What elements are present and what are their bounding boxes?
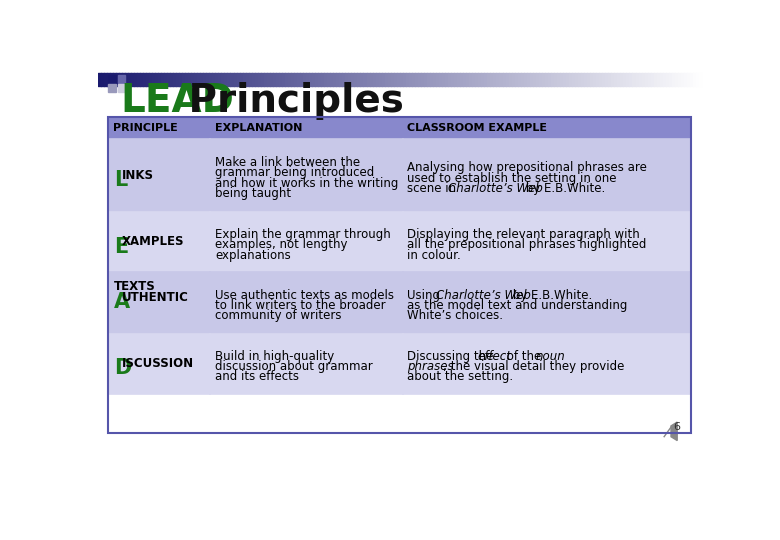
Text: noun: noun bbox=[536, 349, 566, 362]
Text: PRINCIPLE: PRINCIPLE bbox=[113, 123, 178, 133]
Text: all the prepositional phrases highlighted: all the prepositional phrases highlighte… bbox=[407, 238, 647, 251]
Bar bbox=[402, 139, 691, 212]
Bar bbox=[108, 272, 211, 334]
Text: E: E bbox=[114, 237, 128, 256]
Text: used to establish the setting in one: used to establish the setting in one bbox=[407, 172, 617, 185]
Bar bbox=[402, 272, 691, 334]
Text: phrases: phrases bbox=[407, 360, 454, 373]
Text: about the setting.: about the setting. bbox=[407, 370, 513, 383]
Text: ; the visual detail they provide: ; the visual detail they provide bbox=[444, 360, 625, 373]
Text: Charlotte’s Web: Charlotte’s Web bbox=[448, 182, 543, 195]
Text: UTHENTIC: UTHENTIC bbox=[122, 291, 189, 304]
Bar bbox=[108, 117, 211, 139]
Bar bbox=[402, 117, 691, 139]
Text: community of writers: community of writers bbox=[215, 309, 342, 322]
Text: CLASSROOM EXAMPLE: CLASSROOM EXAMPLE bbox=[407, 123, 548, 133]
Bar bbox=[402, 212, 691, 272]
Bar bbox=[211, 272, 402, 334]
Text: and how it works in the writing: and how it works in the writing bbox=[215, 177, 399, 190]
Text: effect: effect bbox=[477, 349, 511, 362]
Text: Make a link between the: Make a link between the bbox=[215, 156, 360, 169]
Text: Analysing how prepositional phrases are: Analysing how prepositional phrases are bbox=[407, 161, 647, 174]
Bar bbox=[118, 84, 126, 92]
Text: as the model text and understanding: as the model text and understanding bbox=[407, 299, 628, 312]
Text: Build in high-quality: Build in high-quality bbox=[215, 349, 335, 362]
Bar bbox=[118, 75, 126, 83]
Bar bbox=[108, 212, 211, 272]
Bar bbox=[108, 84, 116, 92]
Text: EXPLANATION: EXPLANATION bbox=[215, 123, 303, 133]
Text: Displaying the relevant paragraph with: Displaying the relevant paragraph with bbox=[407, 228, 640, 241]
Text: discussion about grammar: discussion about grammar bbox=[215, 360, 373, 373]
Text: by E.B.White.: by E.B.White. bbox=[509, 289, 593, 302]
Text: Charlotte’s Web: Charlotte’s Web bbox=[436, 289, 530, 302]
Bar bbox=[108, 75, 116, 83]
Text: L: L bbox=[114, 170, 127, 190]
Text: explanations: explanations bbox=[215, 248, 291, 262]
Text: being taught: being taught bbox=[215, 187, 291, 200]
Text: grammar being introduced: grammar being introduced bbox=[215, 166, 374, 179]
Text: Explain the grammar through: Explain the grammar through bbox=[215, 228, 391, 241]
Text: 6: 6 bbox=[674, 422, 681, 431]
Text: D: D bbox=[114, 359, 131, 379]
Bar bbox=[211, 212, 402, 272]
Text: in colour.: in colour. bbox=[407, 248, 461, 262]
Text: Using: Using bbox=[407, 289, 444, 302]
Text: and its effects: and its effects bbox=[215, 370, 299, 383]
Bar bbox=[211, 117, 402, 139]
Text: INKS: INKS bbox=[122, 168, 154, 181]
Text: of the: of the bbox=[503, 349, 545, 362]
Text: scene in: scene in bbox=[407, 182, 460, 195]
Text: LEAD: LEAD bbox=[121, 82, 235, 120]
Text: Discussing the: Discussing the bbox=[407, 349, 498, 362]
Text: Use authentic texts as models: Use authentic texts as models bbox=[215, 289, 394, 302]
Text: Principles: Principles bbox=[175, 82, 403, 120]
Text: TEXTS: TEXTS bbox=[114, 280, 155, 293]
Text: examples, not lengthy: examples, not lengthy bbox=[215, 238, 348, 251]
Text: A: A bbox=[114, 292, 130, 312]
Bar bbox=[108, 139, 211, 212]
Bar bbox=[402, 334, 691, 394]
Bar bbox=[211, 139, 402, 212]
Bar bbox=[108, 117, 691, 433]
Bar bbox=[211, 334, 402, 394]
Text: ISCUSSION: ISCUSSION bbox=[122, 357, 193, 370]
Text: XAMPLES: XAMPLES bbox=[122, 235, 184, 248]
Text: to link writers to the broader: to link writers to the broader bbox=[215, 299, 385, 312]
Bar bbox=[108, 334, 211, 394]
Text: White’s choices.: White’s choices. bbox=[407, 309, 503, 322]
Text: by E.B.White.: by E.B.White. bbox=[522, 182, 605, 195]
Polygon shape bbox=[671, 422, 677, 441]
